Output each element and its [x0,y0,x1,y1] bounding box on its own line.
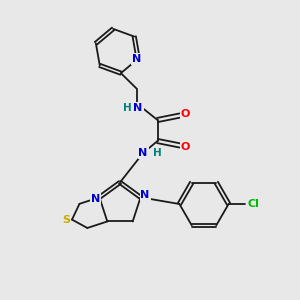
Text: Cl: Cl [247,199,259,209]
Text: N: N [134,103,142,113]
Text: O: O [181,109,190,119]
Text: H: H [152,148,161,158]
Text: N: N [139,148,148,158]
Text: N: N [132,54,141,64]
Text: H: H [122,103,131,113]
Text: O: O [181,142,190,152]
Text: N: N [91,194,101,204]
Text: N: N [140,190,150,200]
Text: S: S [63,214,70,225]
